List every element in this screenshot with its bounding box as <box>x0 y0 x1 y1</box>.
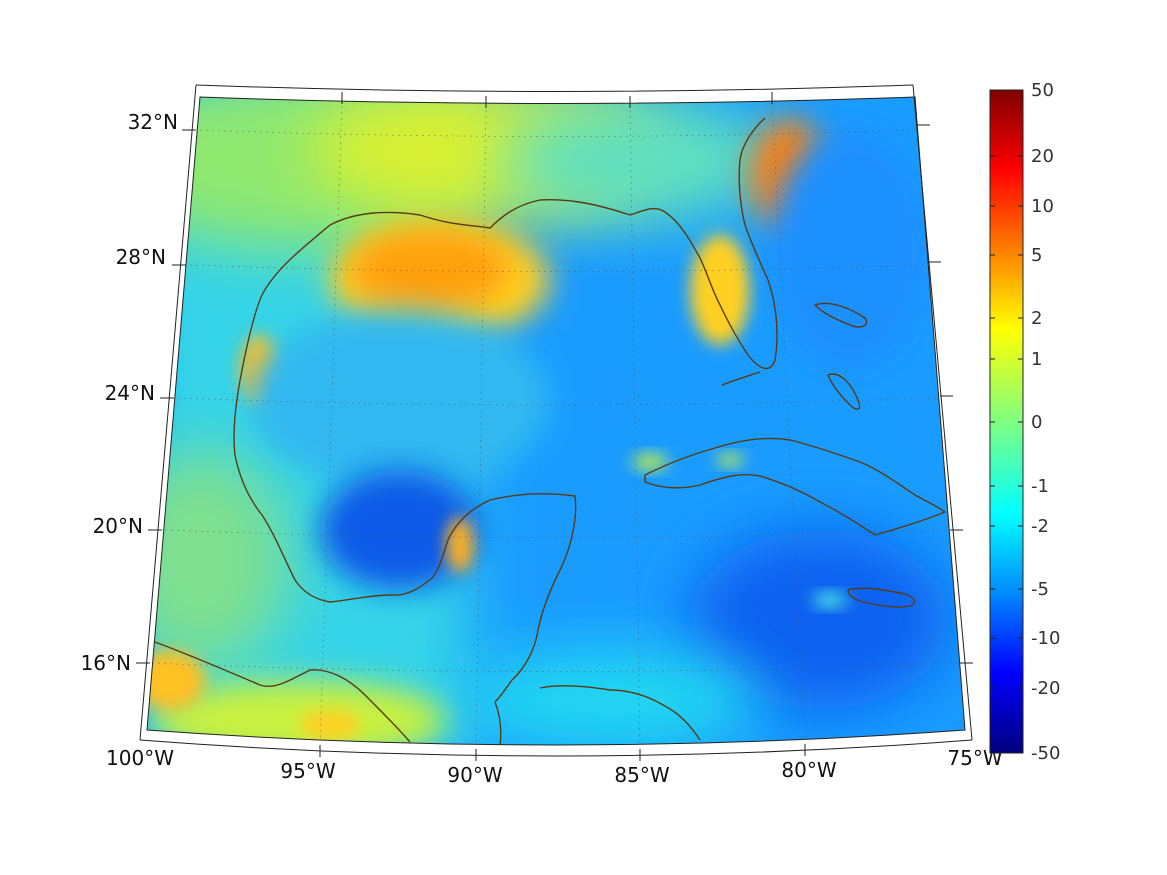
data-field <box>147 97 965 745</box>
colorbar-tick-label: 10 <box>1031 196 1054 217</box>
colorbar-tick-label: -50 <box>1031 743 1060 764</box>
lat-label-24n: 24°N <box>105 381 155 405</box>
colorbar-tick-label: 0 <box>1031 412 1042 433</box>
latitude-labels: 32°N 28°N 24°N 20°N 16°N <box>81 110 178 675</box>
lat-label-20n: 20°N <box>93 514 143 538</box>
lat-label-16n: 16°N <box>81 651 131 675</box>
colorbar-gradient <box>989 89 1024 754</box>
colorbar-tick-label: -20 <box>1031 678 1060 699</box>
lon-label-100w: 100°W <box>106 746 174 770</box>
colorbar-ticks <box>990 89 1023 754</box>
colorbar-tick-label: 5 <box>1031 245 1042 266</box>
colorbar-tick-label: -1 <box>1031 476 1049 497</box>
longitude-labels: 100°W 95°W 90°W 85°W 80°W 75°W <box>106 746 1003 787</box>
lon-label-85w: 85°W <box>614 763 669 787</box>
lon-label-80w: 80°W <box>781 758 836 782</box>
colorbar-tick-label: 1 <box>1031 349 1042 370</box>
lat-label-28n: 28°N <box>116 245 166 269</box>
colorbar-tick-label: -2 <box>1031 516 1049 537</box>
colorbar-tick-label: -5 <box>1031 579 1049 600</box>
colorbar-tick-label: 50 <box>1031 80 1054 101</box>
lon-label-90w: 90°W <box>447 763 502 787</box>
colorbar-tick-label: -10 <box>1031 628 1060 649</box>
ticks <box>136 92 973 761</box>
colorbar-tick-label: 20 <box>1031 146 1054 167</box>
lat-label-32n: 32°N <box>128 110 178 134</box>
coastlines <box>154 117 946 745</box>
lon-label-95w: 95°W <box>280 759 335 783</box>
colorbar-tick-label: 2 <box>1031 308 1042 329</box>
map-frame <box>139 84 973 757</box>
graticule <box>151 99 961 745</box>
